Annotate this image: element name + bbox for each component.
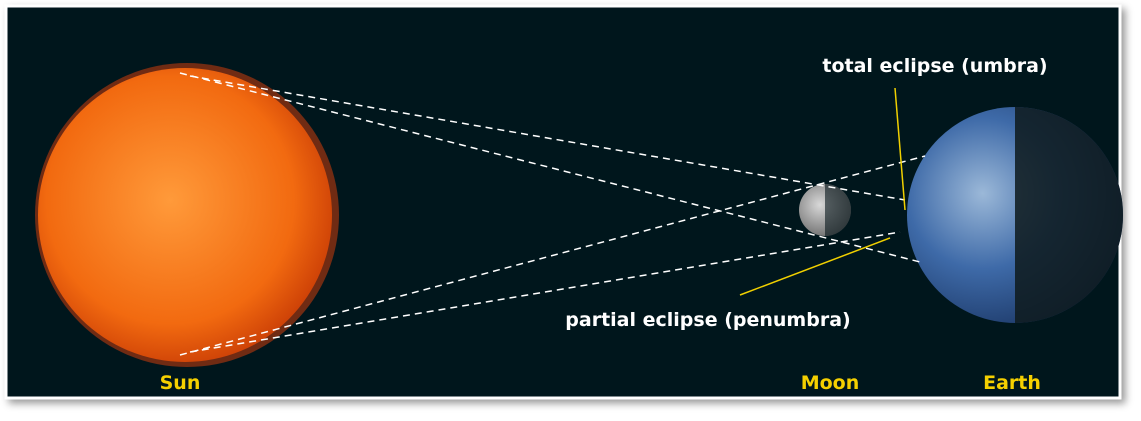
earth-label: Earth — [983, 372, 1041, 394]
sun — [38, 68, 332, 362]
sun-label: Sun — [160, 372, 201, 394]
penumbra-label: partial eclipse (penumbra) — [565, 309, 850, 331]
rays — [179, 72, 926, 356]
moon-label: Moon — [801, 372, 860, 394]
callouts — [739, 87, 906, 296]
umbra-label: total eclipse (umbra) — [822, 55, 1047, 77]
